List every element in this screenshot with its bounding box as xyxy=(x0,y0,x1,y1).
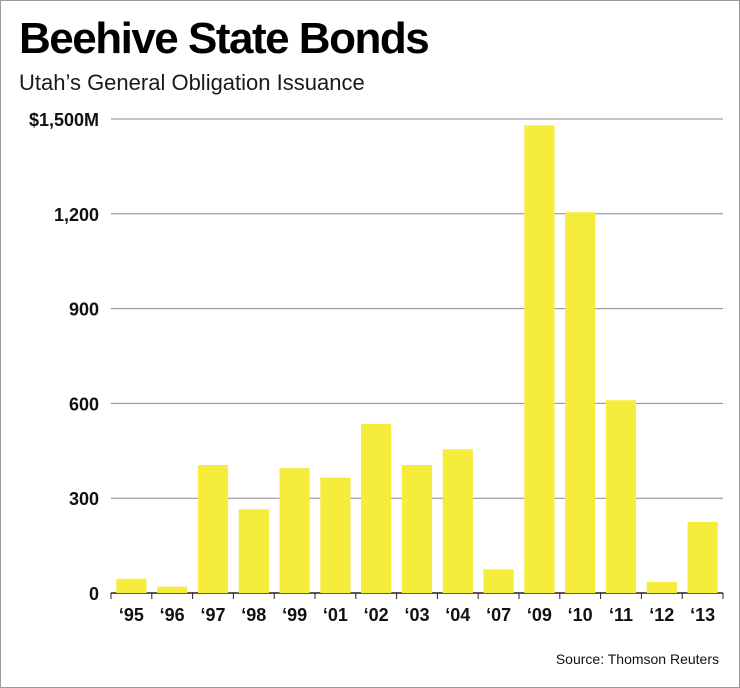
bar xyxy=(238,509,269,593)
x-tick-label: ‘13 xyxy=(690,605,715,625)
x-tick-label: ‘98 xyxy=(241,605,266,625)
x-axis-ticks: ‘95 ‘96 ‘97 ‘98 ‘99 ‘01 ‘02 ‘03 ‘04 ‘07 ‘09 ‘10 ‘11 ‘… xyxy=(110,593,724,625)
x-tick-label: ‘12 xyxy=(649,605,674,625)
chart-subtitle: Utah’s General Obligation Issuance xyxy=(19,70,365,95)
bars xyxy=(116,125,718,593)
x-tick-label: ‘02 xyxy=(364,605,389,625)
source-note: Source: Thomson Reuters xyxy=(555,651,719,667)
bar xyxy=(320,477,351,593)
x-tick-label: ‘03 xyxy=(404,605,429,625)
y-tick-label: 600 xyxy=(69,394,99,414)
bar xyxy=(605,400,637,593)
bar xyxy=(687,521,718,593)
x-tick-label: ‘97 xyxy=(200,605,225,625)
y-tick-label: $1,500M xyxy=(29,110,99,130)
bar xyxy=(483,569,514,593)
bar xyxy=(361,423,392,593)
x-tick-label: ‘96 xyxy=(160,605,185,625)
bar xyxy=(646,581,677,593)
x-tick-label: ‘10 xyxy=(568,605,593,625)
y-tick-label: 300 xyxy=(69,489,99,509)
bar xyxy=(442,449,473,593)
x-tick-label: ‘04 xyxy=(445,605,470,625)
y-tick-label: 1,200 xyxy=(54,205,99,225)
x-tick-label: ‘11 xyxy=(609,605,633,625)
x-tick-label: ‘09 xyxy=(527,605,552,625)
bar xyxy=(279,468,310,593)
x-tick-label: ‘01 xyxy=(323,605,348,625)
x-tick-label: ‘07 xyxy=(486,605,511,625)
y-axis-ticks: 0 300 600 900 1,200 $1,500M xyxy=(29,110,99,604)
x-tick-label: ‘95 xyxy=(119,605,144,625)
bar xyxy=(157,586,188,593)
chart-title: Beehive State Bonds xyxy=(19,14,430,63)
y-tick-label: 0 xyxy=(89,584,99,604)
bar xyxy=(401,465,433,593)
bar-chart: 0 300 600 900 1,200 $1,500M ‘95 ‘96 ‘97 ‘98 ‘99 ‘0… xyxy=(29,110,724,625)
x-tick-label: ‘99 xyxy=(282,605,307,625)
y-tick-label: 900 xyxy=(69,300,99,320)
bar xyxy=(197,465,229,593)
bar xyxy=(116,578,147,593)
bar xyxy=(565,212,596,593)
bar xyxy=(524,125,555,593)
